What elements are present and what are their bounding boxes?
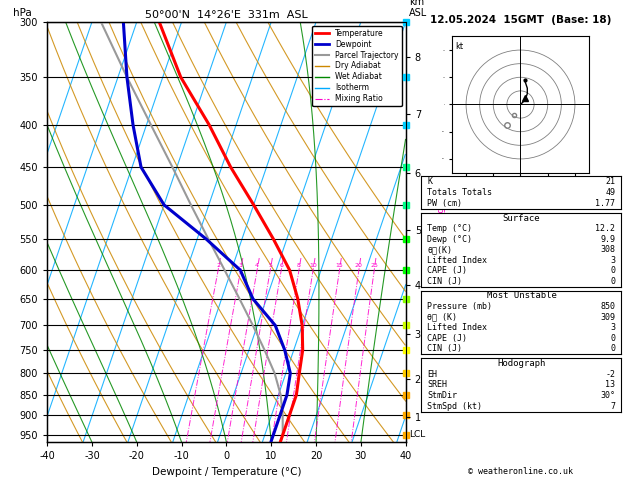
Text: hPa: hPa — [13, 8, 32, 17]
Text: Totals Totals: Totals Totals — [428, 188, 493, 197]
Text: LCL: LCL — [409, 430, 426, 439]
Text: Pressure (mb): Pressure (mb) — [428, 302, 493, 311]
Text: Lifted Index: Lifted Index — [428, 323, 487, 332]
Text: 7: 7 — [611, 402, 615, 411]
Text: 6: 6 — [279, 263, 283, 268]
Text: kt: kt — [455, 42, 464, 51]
Text: SREH: SREH — [428, 381, 447, 389]
Text: 13: 13 — [606, 381, 615, 389]
Text: 308: 308 — [601, 245, 615, 254]
Text: 12.2: 12.2 — [596, 224, 615, 233]
Text: 2: 2 — [216, 263, 220, 268]
Text: 8: 8 — [297, 263, 301, 268]
Text: 21: 21 — [606, 177, 615, 186]
Text: 10: 10 — [309, 263, 317, 268]
Text: -2: -2 — [606, 370, 615, 379]
Text: 30°: 30° — [601, 391, 615, 400]
Text: Lifted Index: Lifted Index — [428, 256, 487, 265]
X-axis label: Dewpoint / Temperature (°C): Dewpoint / Temperature (°C) — [152, 467, 301, 477]
Text: K: K — [428, 177, 432, 186]
Text: Dewp (°C): Dewp (°C) — [428, 235, 472, 244]
Text: 309: 309 — [601, 312, 615, 322]
Text: 5: 5 — [269, 263, 272, 268]
Text: 25: 25 — [370, 263, 378, 268]
Text: 3: 3 — [611, 323, 615, 332]
Text: θᴄ (K): θᴄ (K) — [428, 312, 457, 322]
Text: 15: 15 — [336, 263, 343, 268]
Text: 3: 3 — [238, 263, 243, 268]
Text: 49: 49 — [606, 188, 615, 197]
Text: 0: 0 — [611, 277, 615, 286]
Legend: Temperature, Dewpoint, Parcel Trajectory, Dry Adiabat, Wet Adiabat, Isotherm, Mi: Temperature, Dewpoint, Parcel Trajectory… — [313, 26, 402, 106]
Text: 0: 0 — [611, 334, 615, 343]
Text: 0: 0 — [611, 266, 615, 276]
Title: 50°00'N  14°26'E  331m  ASL: 50°00'N 14°26'E 331m ASL — [145, 10, 308, 20]
Text: θᴄ(K): θᴄ(K) — [428, 245, 452, 254]
Text: EH: EH — [428, 370, 437, 379]
Text: Temp (°C): Temp (°C) — [428, 224, 472, 233]
Text: Most Unstable: Most Unstable — [486, 292, 557, 300]
Text: 1.77: 1.77 — [596, 199, 615, 208]
Text: Hodograph: Hodograph — [498, 359, 545, 368]
Text: CIN (J): CIN (J) — [428, 345, 462, 353]
Text: PW (cm): PW (cm) — [428, 199, 462, 208]
Text: StmSpd (kt): StmSpd (kt) — [428, 402, 482, 411]
Text: CIN (J): CIN (J) — [428, 277, 462, 286]
Text: 12.05.2024  15GMT  (Base: 18): 12.05.2024 15GMT (Base: 18) — [430, 15, 611, 25]
Text: 9.9: 9.9 — [601, 235, 615, 244]
Text: 3: 3 — [611, 256, 615, 265]
Text: StmDir: StmDir — [428, 391, 457, 400]
Text: km
ASL: km ASL — [409, 0, 428, 17]
Text: 4: 4 — [255, 263, 259, 268]
Text: 20: 20 — [355, 263, 363, 268]
Text: Surface: Surface — [503, 214, 540, 223]
Text: 850: 850 — [601, 302, 615, 311]
Text: CAPE (J): CAPE (J) — [428, 334, 467, 343]
Text: © weatheronline.co.uk: © weatheronline.co.uk — [468, 467, 573, 476]
Text: 0: 0 — [611, 345, 615, 353]
Text: CAPE (J): CAPE (J) — [428, 266, 467, 276]
Text: Mixing Ratio (g/kg): Mixing Ratio (g/kg) — [437, 189, 446, 275]
